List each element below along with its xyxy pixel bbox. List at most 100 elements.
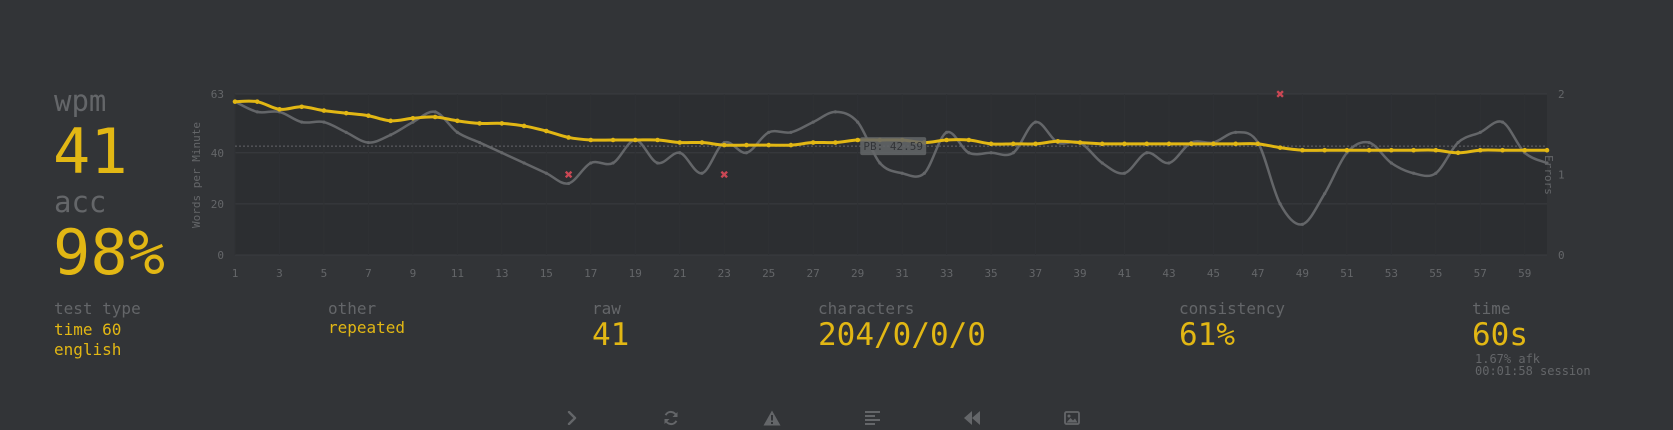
other-label: other bbox=[328, 299, 377, 318]
wpm-point bbox=[855, 137, 860, 143]
error-markers: ✖ ✖ ✖ bbox=[564, 88, 1285, 182]
time-value: 60s bbox=[1472, 317, 1528, 353]
time-label: time bbox=[1472, 299, 1511, 318]
wpm-point bbox=[810, 140, 816, 145]
raw-point bbox=[589, 161, 593, 165]
warning-icon bbox=[763, 410, 781, 426]
x-tick-label: 1 bbox=[232, 267, 239, 280]
raw-point bbox=[678, 151, 682, 155]
raw-point bbox=[366, 140, 371, 145]
raw-point bbox=[655, 161, 660, 165]
wpm-point bbox=[1211, 141, 1216, 147]
error-marker: ✖ bbox=[720, 169, 729, 182]
raw-point bbox=[255, 110, 259, 114]
raw-point bbox=[878, 161, 882, 165]
image-icon bbox=[1064, 411, 1080, 425]
raw-series bbox=[233, 100, 1549, 226]
raw-point bbox=[544, 171, 548, 175]
backward-icon bbox=[964, 411, 980, 425]
raw-point bbox=[989, 151, 993, 155]
wpm-point bbox=[455, 118, 460, 124]
wpm-point bbox=[1077, 140, 1083, 145]
x-tick-label: 39 bbox=[1073, 267, 1086, 280]
wpm-point bbox=[1522, 147, 1528, 153]
raw-point bbox=[322, 120, 326, 124]
wpm-point bbox=[699, 140, 705, 145]
wpm-point bbox=[988, 141, 994, 147]
test-type-value[interactable]: time 60 bbox=[54, 320, 122, 339]
acc-label: acc bbox=[54, 185, 107, 219]
raw-point bbox=[611, 161, 615, 165]
watch-replay-button[interactable] bbox=[960, 408, 984, 428]
raw-point bbox=[1367, 140, 1371, 145]
y-axis-label: Words per Minute bbox=[190, 122, 203, 228]
align-left-icon bbox=[864, 411, 880, 425]
wpm-point bbox=[1366, 147, 1372, 153]
wpm-point bbox=[1277, 145, 1283, 150]
y-tick-label: 20 bbox=[211, 198, 224, 211]
next-test-button[interactable] bbox=[560, 408, 584, 428]
error-marker: ✖ bbox=[1276, 88, 1285, 101]
raw-point bbox=[389, 133, 393, 137]
wpm-point bbox=[1122, 141, 1127, 147]
wpm-point bbox=[610, 137, 616, 143]
raw-point bbox=[744, 151, 749, 155]
wpm-point bbox=[1033, 141, 1038, 147]
x-tick-label: 41 bbox=[1118, 267, 1131, 280]
x-tick-label: 37 bbox=[1029, 267, 1042, 280]
x-tick-label: 45 bbox=[1207, 267, 1220, 280]
wpm-point bbox=[366, 113, 371, 119]
wpm-point bbox=[1411, 147, 1416, 153]
wpm-point bbox=[1144, 141, 1150, 147]
wpm-point bbox=[499, 121, 505, 126]
raw-point bbox=[967, 151, 971, 155]
raw-point bbox=[522, 161, 526, 165]
restart-test-button[interactable] bbox=[659, 408, 683, 428]
y2-tick-label: 0 bbox=[1558, 249, 1565, 262]
wpm-point bbox=[1477, 147, 1483, 153]
raw-point bbox=[1456, 140, 1460, 145]
y2-axis-label: Errors bbox=[1542, 155, 1555, 195]
raw-point bbox=[411, 120, 415, 124]
raw-point bbox=[433, 110, 437, 114]
test-language-value[interactable]: english bbox=[54, 340, 122, 359]
wpm-point bbox=[788, 142, 794, 148]
raw-point bbox=[1300, 222, 1304, 226]
x-tick-label: 57 bbox=[1474, 267, 1487, 280]
save-screenshot-button[interactable] bbox=[1060, 408, 1084, 428]
acc-value: 98% bbox=[53, 216, 165, 289]
wpm-point bbox=[1055, 138, 1061, 144]
wpm-point bbox=[677, 140, 683, 145]
raw-point bbox=[1389, 161, 1393, 165]
raw-point bbox=[856, 120, 860, 124]
x-tick-label: 15 bbox=[540, 267, 553, 280]
wpm-point bbox=[1233, 141, 1238, 147]
x-tick-label: 51 bbox=[1340, 267, 1353, 280]
raw-point bbox=[344, 130, 348, 134]
pb-label: PB: 42.59 bbox=[863, 140, 923, 153]
raw-value: 41 bbox=[592, 317, 630, 353]
wpm-point bbox=[343, 110, 349, 116]
raw-point bbox=[1167, 161, 1171, 165]
x-tick-label: 47 bbox=[1251, 267, 1264, 280]
wpm-point bbox=[944, 137, 949, 143]
x-tick-label: 19 bbox=[629, 267, 642, 280]
wpm-point bbox=[232, 99, 238, 104]
wpm-point bbox=[1300, 147, 1305, 153]
x-tick-label: 53 bbox=[1385, 267, 1398, 280]
wpm-point bbox=[1255, 141, 1261, 147]
x-tick-label: 59 bbox=[1518, 267, 1531, 280]
wpm-point bbox=[254, 99, 260, 104]
x-tick-label: 7 bbox=[365, 267, 372, 280]
wpm-point bbox=[410, 115, 416, 121]
practice-missed-words-button[interactable] bbox=[760, 408, 784, 428]
wpm-point bbox=[1500, 147, 1505, 153]
raw-point bbox=[1278, 202, 1282, 206]
wpm-point bbox=[721, 142, 727, 148]
raw-point bbox=[1434, 171, 1438, 175]
word-history-button[interactable] bbox=[860, 408, 884, 428]
raw-point bbox=[944, 130, 949, 134]
wpm-point bbox=[1166, 141, 1172, 147]
wpm-point bbox=[388, 118, 393, 124]
